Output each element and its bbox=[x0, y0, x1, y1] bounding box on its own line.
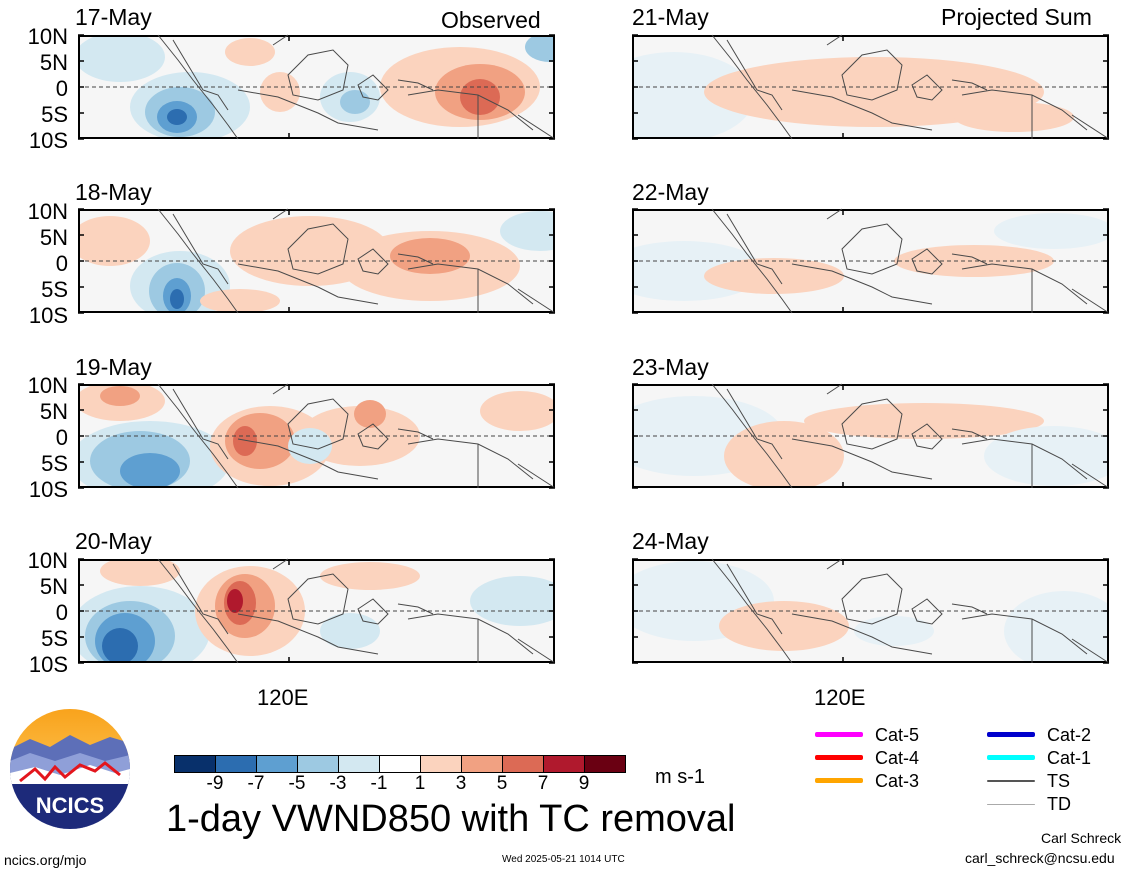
colorbar-swatch bbox=[379, 755, 421, 773]
lat-label-0: 0 bbox=[55, 251, 68, 276]
observed-map-17-may bbox=[78, 35, 555, 139]
legend-label-cat-2: Cat-2 bbox=[1047, 725, 1092, 745]
projected-map-23-may bbox=[632, 384, 1109, 488]
observed-map-18-may bbox=[78, 209, 555, 313]
lat-label-10n: 10N bbox=[27, 373, 68, 398]
lat-label-10s: 10S bbox=[28, 128, 68, 153]
colorbar-swatch bbox=[256, 755, 298, 773]
legend-label-cat-5: Cat-5 bbox=[875, 725, 920, 745]
ncics-logo: NCICS bbox=[10, 709, 130, 829]
lon-label-120e: 120E bbox=[814, 685, 866, 710]
lat-label-10s: 10S bbox=[28, 303, 68, 328]
observed-header: Observed bbox=[441, 7, 541, 33]
footer-author: Carl Schreck bbox=[1041, 830, 1122, 846]
colorbar-tick-label: -7 bbox=[247, 773, 265, 794]
colorbar-tick-label: -9 bbox=[206, 773, 224, 794]
lat-label-5n: 5N bbox=[39, 225, 68, 250]
observed-map-19-may bbox=[78, 384, 555, 488]
lat-label-10n: 10N bbox=[27, 199, 68, 224]
lat-label-5n: 5N bbox=[39, 50, 68, 75]
wind-anomaly-contours bbox=[80, 386, 553, 486]
projected-map-21-may bbox=[632, 35, 1109, 139]
panel-date-23-may: 23-May bbox=[632, 354, 709, 380]
projected-map-24-may bbox=[632, 559, 1109, 663]
legend-swatch-cat-2 bbox=[987, 732, 1035, 737]
projected-sum-header: Projected Sum bbox=[941, 4, 1092, 30]
footer-timestamp: Wed 2025-05-21 1014 UTC bbox=[502, 854, 625, 865]
colorbar-tick-label: 5 bbox=[496, 773, 508, 794]
legend-label-td: TD bbox=[1047, 794, 1071, 814]
lat-label-5n: 5N bbox=[39, 399, 68, 424]
panel-date-20-may: 20-May bbox=[75, 528, 152, 554]
lon-label-120e: 120E bbox=[257, 685, 309, 710]
wind-anomaly-contours bbox=[634, 396, 1107, 486]
colorbar-swatch bbox=[338, 755, 380, 773]
panel-date-22-may: 22-May bbox=[632, 179, 709, 205]
colorbar-swatch bbox=[543, 755, 585, 773]
panel-date-24-may: 24-May bbox=[632, 528, 709, 554]
legend-swatch-cat-5 bbox=[815, 732, 863, 737]
wind-anomaly-contours bbox=[80, 211, 553, 311]
lat-label-0: 0 bbox=[55, 425, 68, 450]
footer-email[interactable]: carl_schreck@ncsu.edu bbox=[965, 850, 1115, 866]
colorbar-swatch bbox=[502, 755, 544, 773]
lat-label-10n: 10N bbox=[27, 548, 68, 573]
colorbar-swatch bbox=[215, 755, 257, 773]
colorbar-tick-label: 7 bbox=[537, 773, 549, 794]
projected-map-22-may bbox=[632, 209, 1109, 313]
legend-label-cat-3: Cat-3 bbox=[875, 771, 920, 791]
lat-label-10n: 10N bbox=[27, 24, 68, 49]
colorbar-tick-label: 9 bbox=[578, 773, 590, 794]
lat-label-5n: 5N bbox=[39, 574, 68, 599]
wind-anomaly-contours bbox=[634, 213, 1107, 301]
panel-date-18-may: 18-May bbox=[75, 179, 152, 205]
ncics-logo-text: NCICS bbox=[36, 793, 104, 818]
wind-anomaly-contours bbox=[80, 37, 553, 137]
legend-swatch-ts bbox=[987, 780, 1035, 782]
lat-label-5s: 5S bbox=[41, 277, 68, 302]
legend-swatch-cat-1 bbox=[987, 755, 1035, 760]
panel-date-19-may: 19-May bbox=[75, 354, 152, 380]
legend-swatch-cat-4 bbox=[815, 755, 863, 760]
lat-label-5s: 5S bbox=[41, 451, 68, 476]
colorbar-swatch bbox=[584, 755, 626, 773]
observed-map-20-may bbox=[78, 559, 555, 663]
lat-label-10s: 10S bbox=[28, 652, 68, 677]
figure-title: 1-day VWND850 with TC removal bbox=[166, 798, 736, 840]
footer-url[interactable]: ncics.org/mjo bbox=[4, 852, 87, 868]
legend-label-cat-4: Cat-4 bbox=[875, 748, 920, 768]
colorbar-swatch bbox=[174, 755, 216, 773]
lat-label-10s: 10S bbox=[28, 477, 68, 502]
lat-label-0: 0 bbox=[55, 600, 68, 625]
wind-anomaly-contours bbox=[634, 561, 1107, 661]
legend-label-ts: TS bbox=[1047, 771, 1071, 791]
lat-label-5s: 5S bbox=[41, 102, 68, 127]
legend-swatch-cat-3 bbox=[815, 778, 863, 783]
colorbar-tick-label: -5 bbox=[288, 773, 306, 794]
lat-label-0: 0 bbox=[55, 76, 68, 101]
colorbar-unit: m s-1 bbox=[655, 766, 705, 788]
colorbar-swatch bbox=[420, 755, 462, 773]
legend-label-cat-1: Cat-1 bbox=[1047, 748, 1092, 768]
panel-date-17-may: 17-May bbox=[75, 4, 152, 30]
colorbar-swatch bbox=[297, 755, 339, 773]
wind-anomaly-contours bbox=[80, 561, 553, 661]
panel-date-21-may: 21-May bbox=[632, 4, 709, 30]
colorbar-tick-label: 3 bbox=[455, 773, 467, 794]
colorbar-tick-label: 1 bbox=[414, 773, 426, 794]
lat-label-5s: 5S bbox=[41, 626, 68, 651]
colorbar-tick-label: -3 bbox=[329, 773, 347, 794]
wind-anomaly-contours bbox=[634, 52, 1074, 137]
colorbar-tick-label: -1 bbox=[370, 773, 388, 794]
legend-swatch-td bbox=[987, 804, 1035, 805]
colorbar-swatch bbox=[461, 755, 503, 773]
